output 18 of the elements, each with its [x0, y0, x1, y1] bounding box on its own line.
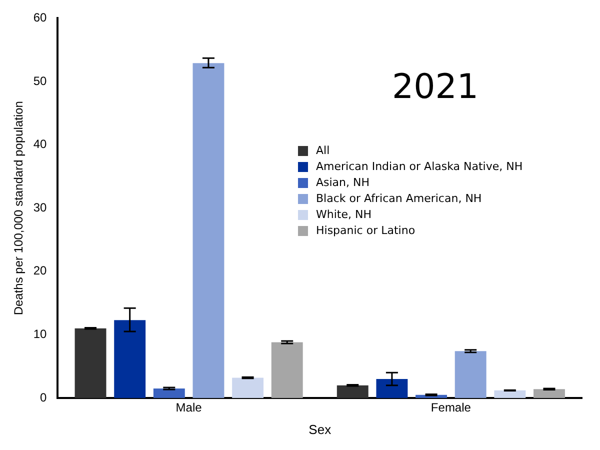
- legend-label: Asian, NH: [316, 175, 370, 191]
- legend-label: Black or African American, NH: [316, 191, 482, 207]
- x-tick-label: Female: [430, 400, 472, 415]
- y-tick-label: 20: [33, 264, 48, 278]
- y-tick-label: 50: [33, 74, 48, 88]
- legend-label: All: [316, 143, 330, 159]
- legend-label: Hispanic or Latino: [316, 223, 416, 239]
- y-tick-label: 30: [33, 200, 48, 214]
- legend-label: White, NH: [316, 207, 372, 223]
- y-tick-label: 60: [33, 10, 48, 25]
- y-tick-label: 40: [33, 137, 48, 152]
- x-axis-title: Sex: [308, 422, 332, 437]
- x-tick-label: Male: [176, 400, 202, 415]
- y-tick-label: 0: [40, 390, 48, 404]
- y-axis-title: Deaths per 100,000 standard population: [12, 101, 26, 316]
- y-tick-label: 10: [33, 327, 48, 342]
- legend-label: American Indian or Alaska Native, NH: [316, 159, 523, 175]
- annotation: 2021: [392, 67, 478, 108]
